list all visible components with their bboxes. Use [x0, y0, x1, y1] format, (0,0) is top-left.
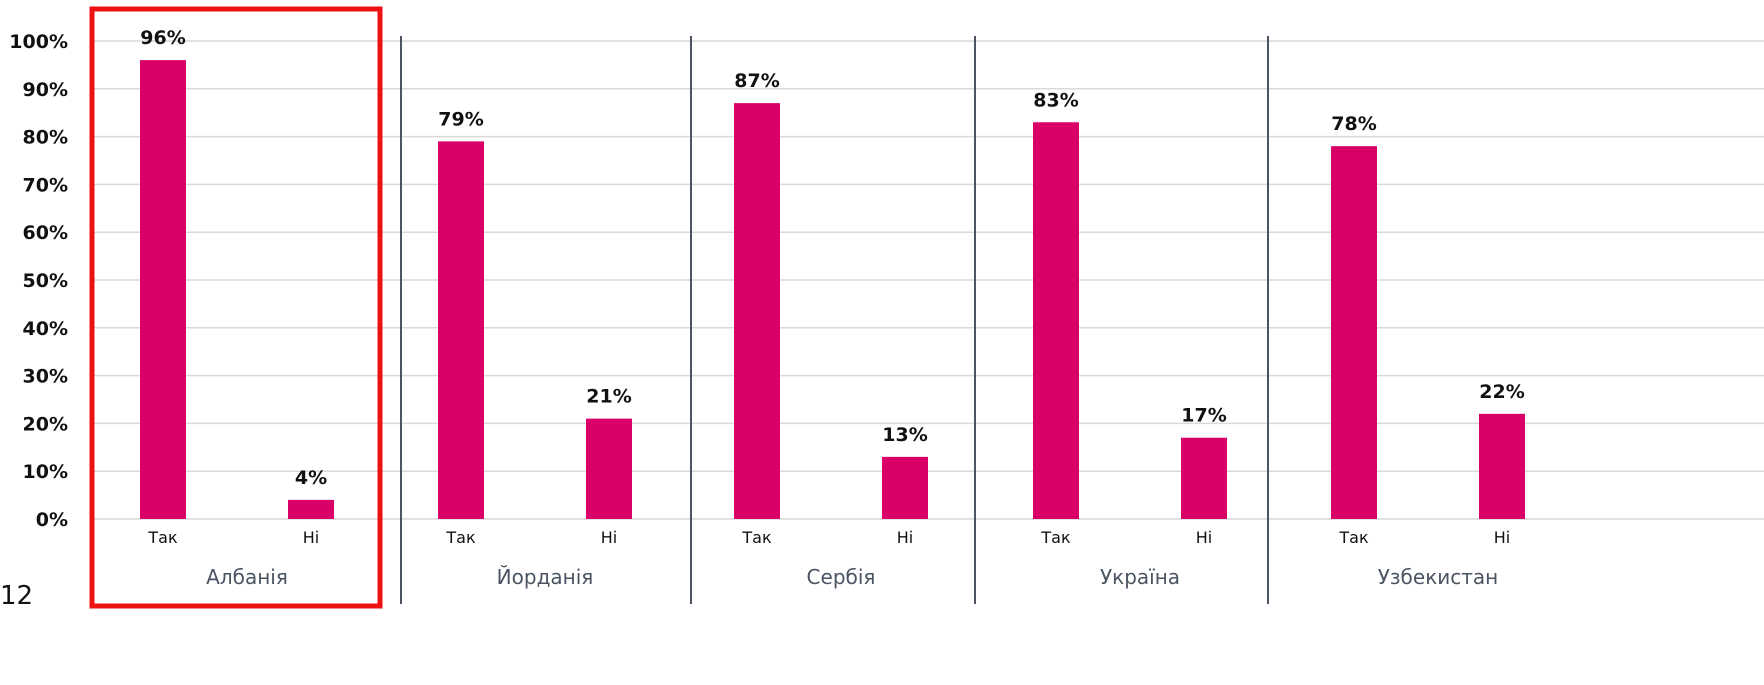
group-label: Йорданія — [497, 565, 594, 589]
category-label: Ні — [1196, 528, 1212, 547]
data-label: 21% — [586, 386, 631, 408]
data-label: 78% — [1331, 113, 1376, 135]
category-label: Ні — [303, 528, 319, 547]
group-separators — [400, 36, 1269, 604]
data-label: 22% — [1479, 381, 1524, 403]
bar — [140, 60, 186, 520]
group-labels: Албанія Йорданія Сербія Україна Узбекистан — [206, 565, 1498, 589]
category-label: Ні — [897, 528, 913, 547]
bar — [882, 456, 928, 519]
highlight-box — [89, 6, 383, 609]
data-label: 17% — [1181, 405, 1226, 427]
category-label: Так — [147, 528, 178, 547]
category-labels: Так Ні Так Ні Так Ні Так Ні Так Ні — [147, 528, 1510, 547]
y-tick-label: 30% — [23, 366, 68, 388]
bar — [1331, 146, 1377, 519]
category-label: Ні — [601, 528, 617, 547]
data-label: 96% — [140, 27, 185, 49]
data-label: 87% — [734, 70, 779, 92]
y-tick-label: 100% — [9, 31, 68, 53]
group-label: Узбекистан — [1378, 565, 1499, 589]
y-tick-label: 40% — [23, 318, 68, 340]
category-label: Так — [1040, 528, 1071, 547]
bar — [734, 103, 780, 519]
page-number: 12 — [0, 581, 33, 611]
bar — [1181, 437, 1227, 519]
y-tick-label: 80% — [23, 127, 68, 149]
bar — [438, 141, 484, 519]
y-tick-label: 90% — [23, 79, 68, 101]
category-label: Так — [445, 528, 476, 547]
data-label: 83% — [1033, 89, 1078, 111]
y-tick-label: 60% — [23, 222, 68, 244]
gridlines — [90, 40, 1764, 520]
y-tick-label: 10% — [23, 461, 68, 483]
category-label: Так — [741, 528, 772, 547]
data-label: 13% — [882, 424, 927, 446]
bar — [586, 418, 632, 519]
data-labels: 96% 4% 79% 21% 87% 13% 83% 17% 78% 22% — [140, 27, 1524, 489]
data-label: 79% — [438, 108, 483, 130]
category-label: Ні — [1494, 528, 1510, 547]
y-tick-label: 70% — [23, 174, 68, 196]
y-tick-label: 0% — [36, 509, 68, 531]
group-label: Україна — [1100, 565, 1180, 589]
bar — [1033, 122, 1079, 519]
data-label: 4% — [295, 467, 327, 489]
highlight-box — [89, 6, 383, 609]
bar — [1479, 413, 1525, 519]
y-tick-label: 50% — [23, 270, 68, 292]
y-tick-label: 20% — [23, 413, 68, 435]
group-label: Албанія — [206, 565, 288, 589]
group-label: Сербія — [807, 565, 876, 589]
bars — [140, 60, 1525, 520]
y-axis-ticks: 0% 10% 20% 30% 40% 50% 60% 70% 80% 90% 100% — [9, 31, 68, 531]
category-label: Так — [1338, 528, 1369, 547]
bar — [288, 499, 334, 519]
